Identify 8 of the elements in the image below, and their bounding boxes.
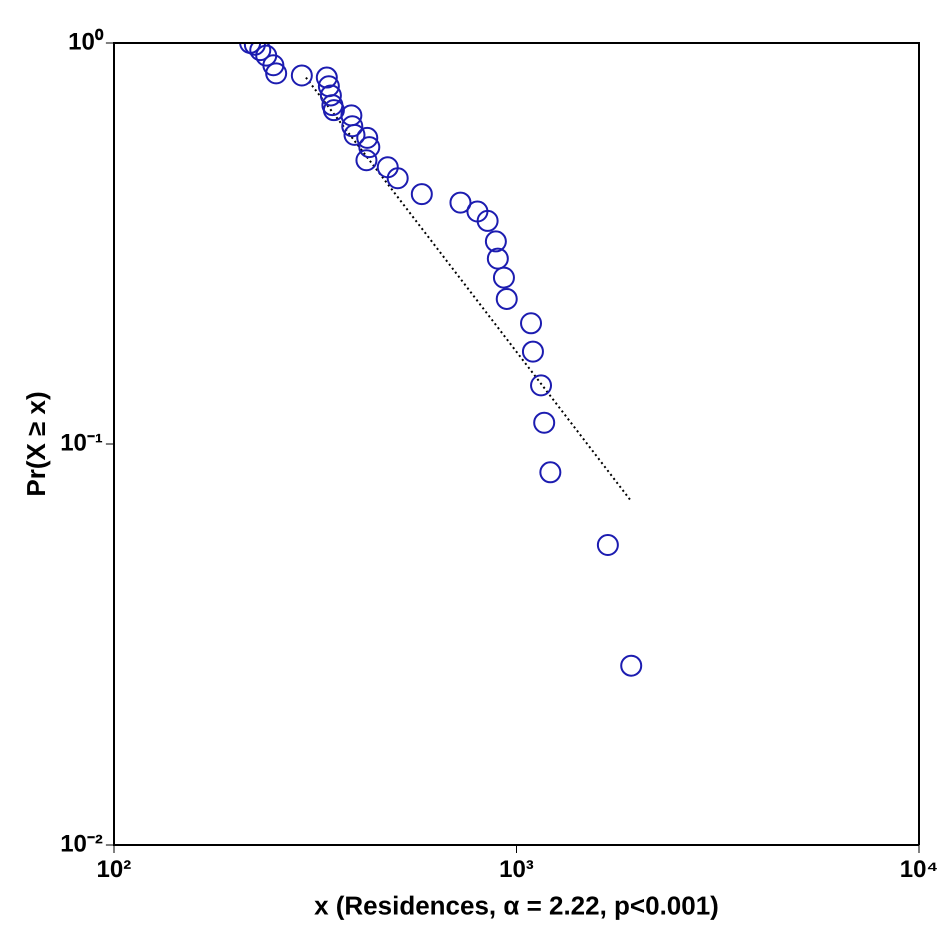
y-tick-label: 10⁰ — [68, 28, 104, 56]
x-axis-title: x (Residences, α = 2.22, p<0.001) — [314, 890, 719, 921]
x-tick-label: 10⁴ — [900, 856, 938, 884]
y-axis-title: Pr(X ≥ x) — [20, 391, 51, 497]
x-tick-label: 10³ — [499, 856, 534, 884]
y-tick-label: 10⁻² — [60, 830, 103, 858]
x-tick-label: 10² — [96, 856, 132, 884]
y-tick-label: 10⁻¹ — [60, 430, 103, 457]
